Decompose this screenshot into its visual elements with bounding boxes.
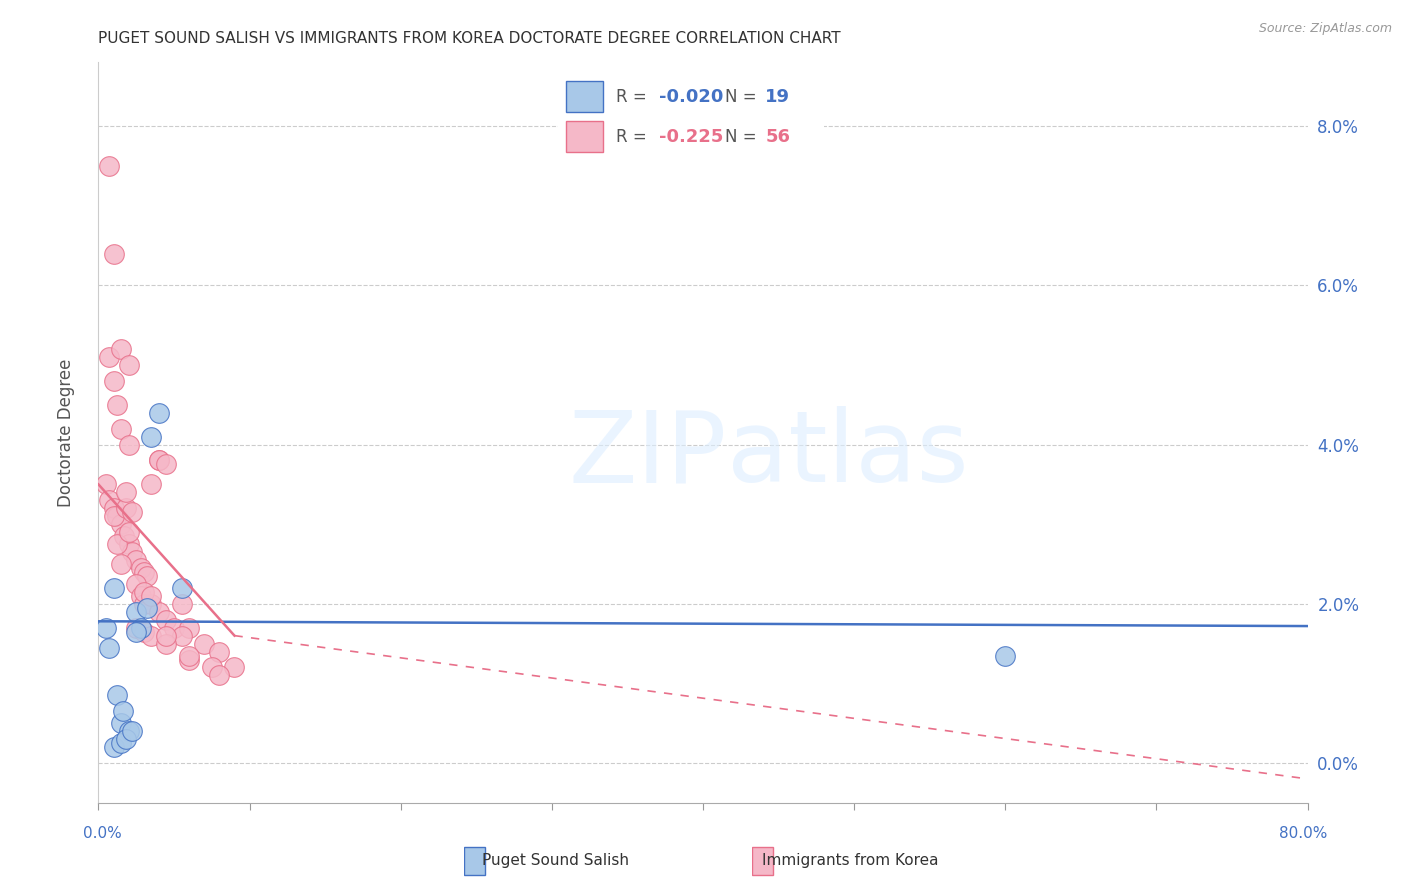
Text: 0.0%: 0.0%: [83, 827, 122, 841]
Point: [155, 629, 177, 643]
FancyBboxPatch shape: [752, 847, 773, 875]
Point: [98, 640, 121, 655]
Text: ZIP: ZIP: [569, 407, 727, 503]
Point: [103, 509, 125, 524]
Point: [155, 458, 177, 472]
Point: [112, 529, 135, 543]
Text: Source: ZipAtlas.com: Source: ZipAtlas.com: [1258, 22, 1392, 36]
Point: [114, 501, 136, 516]
Point: [110, 736, 132, 750]
Point: [129, 589, 152, 603]
Point: [110, 422, 132, 436]
Point: [994, 648, 1017, 663]
Point: [193, 637, 215, 651]
Point: [125, 553, 148, 567]
Point: [132, 584, 155, 599]
Point: [208, 644, 231, 658]
Point: [110, 342, 132, 356]
Point: [114, 485, 136, 500]
Point: [125, 605, 148, 619]
Point: [132, 624, 155, 639]
Point: [155, 613, 177, 627]
Point: [105, 509, 128, 524]
Point: [94, 477, 117, 491]
Point: [163, 621, 186, 635]
Point: [135, 569, 157, 583]
Point: [111, 704, 134, 718]
Point: [121, 724, 143, 739]
Point: [110, 716, 132, 731]
Point: [129, 621, 152, 635]
Point: [179, 652, 201, 666]
Point: [148, 605, 170, 619]
Point: [148, 453, 170, 467]
Text: atlas: atlas: [727, 407, 969, 503]
Point: [141, 589, 163, 603]
Point: [170, 597, 193, 611]
Point: [135, 600, 157, 615]
Point: [132, 565, 155, 579]
Text: 80.0%: 80.0%: [1279, 827, 1327, 841]
Text: Puget Sound Salish: Puget Sound Salish: [482, 854, 628, 868]
Point: [94, 621, 117, 635]
Y-axis label: Doctorate Degree: Doctorate Degree: [56, 359, 75, 507]
Point: [170, 629, 193, 643]
Point: [121, 505, 143, 519]
Point: [114, 732, 136, 747]
Point: [155, 637, 177, 651]
Point: [110, 557, 132, 571]
Point: [121, 545, 143, 559]
Point: [118, 437, 141, 451]
Point: [118, 358, 141, 372]
Point: [224, 660, 246, 674]
Point: [201, 660, 224, 674]
Point: [141, 477, 163, 491]
Point: [179, 648, 201, 663]
Point: [103, 246, 125, 260]
FancyBboxPatch shape: [464, 847, 485, 875]
Point: [208, 668, 231, 682]
Point: [98, 350, 121, 364]
Text: Immigrants from Korea: Immigrants from Korea: [762, 854, 939, 868]
Point: [105, 537, 128, 551]
Point: [125, 624, 148, 639]
Point: [105, 398, 128, 412]
Point: [141, 597, 163, 611]
Point: [98, 493, 121, 508]
Point: [141, 629, 163, 643]
Point: [141, 429, 163, 443]
Point: [179, 621, 201, 635]
Point: [118, 537, 141, 551]
Point: [125, 621, 148, 635]
Point: [125, 577, 148, 591]
Point: [148, 453, 170, 467]
Point: [118, 525, 141, 540]
Point: [103, 581, 125, 595]
Point: [103, 740, 125, 755]
Point: [110, 517, 132, 532]
Point: [118, 724, 141, 739]
Point: [132, 597, 155, 611]
Point: [103, 501, 125, 516]
Point: [148, 406, 170, 420]
Text: PUGET SOUND SALISH VS IMMIGRANTS FROM KOREA DOCTORATE DEGREE CORRELATION CHART: PUGET SOUND SALISH VS IMMIGRANTS FROM KO…: [98, 31, 841, 46]
Point: [170, 581, 193, 595]
Point: [98, 159, 121, 173]
Point: [105, 689, 128, 703]
Point: [129, 561, 152, 575]
Point: [103, 374, 125, 388]
